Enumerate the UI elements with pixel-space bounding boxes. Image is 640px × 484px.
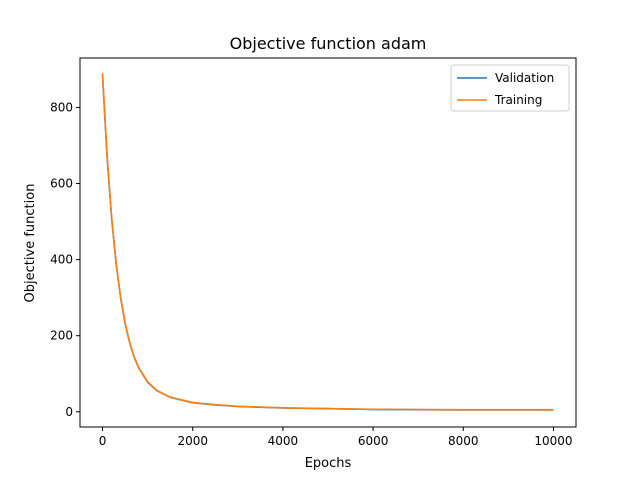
- y-tick-label: 400: [50, 253, 73, 267]
- legend-label-validation: Validation: [495, 71, 554, 85]
- legend: Validation Training: [450, 64, 570, 112]
- y-tick-label: 0: [65, 405, 73, 419]
- y-tick-label: 600: [50, 177, 73, 191]
- x-tick-label: 0: [99, 434, 107, 448]
- plot-area: 0 2000 4000 6000 8000 10000 0 200 400 600 800: [50, 57, 577, 448]
- x-axis-label: Epochs: [305, 456, 352, 471]
- x-tick-label: 8000: [448, 434, 479, 448]
- y-tick-label: 200: [50, 329, 73, 343]
- legend-label-training: Training: [494, 93, 542, 107]
- x-tick-label: 6000: [358, 434, 389, 448]
- x-tick-label: 10000: [534, 434, 572, 448]
- y-tick-label: 800: [50, 100, 73, 114]
- x-tick-label: 4000: [268, 434, 299, 448]
- x-tick-label: 2000: [177, 434, 208, 448]
- chart-title: Objective function adam: [230, 34, 427, 53]
- series-line-training: [101, 73, 554, 411]
- axes-frame: [79, 57, 577, 428]
- y-axis-label: Objective function: [23, 184, 38, 303]
